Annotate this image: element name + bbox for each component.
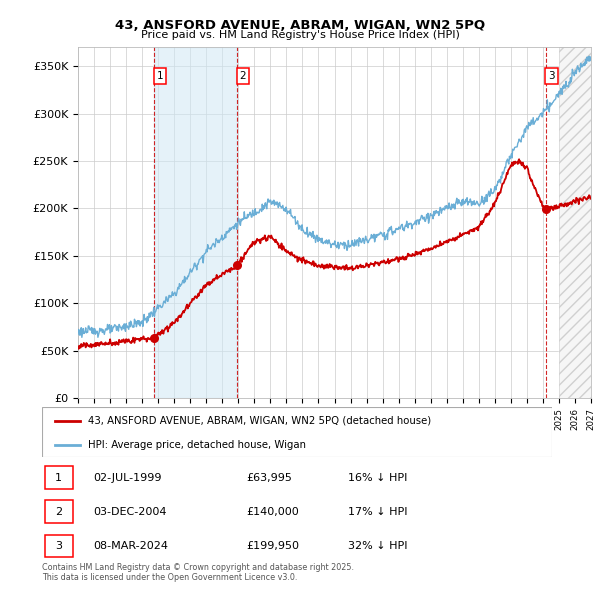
Text: 1: 1 <box>55 473 62 483</box>
Text: Contains HM Land Registry data © Crown copyright and database right 2025.
This d: Contains HM Land Registry data © Crown c… <box>42 563 354 582</box>
Text: 32% ↓ HPI: 32% ↓ HPI <box>348 541 407 551</box>
Text: 17% ↓ HPI: 17% ↓ HPI <box>348 507 407 517</box>
Text: 2: 2 <box>55 507 62 517</box>
Text: 3: 3 <box>55 541 62 551</box>
Text: Price paid vs. HM Land Registry's House Price Index (HPI): Price paid vs. HM Land Registry's House … <box>140 30 460 40</box>
Text: 16% ↓ HPI: 16% ↓ HPI <box>348 473 407 483</box>
Text: £140,000: £140,000 <box>246 507 299 517</box>
Text: 43, ANSFORD AVENUE, ABRAM, WIGAN, WN2 5PQ: 43, ANSFORD AVENUE, ABRAM, WIGAN, WN2 5P… <box>115 19 485 32</box>
Text: 02-JUL-1999: 02-JUL-1999 <box>93 473 161 483</box>
Bar <box>559 47 599 398</box>
Text: £63,995: £63,995 <box>246 473 292 483</box>
FancyBboxPatch shape <box>44 535 73 557</box>
Bar <box>559 47 599 398</box>
Text: £199,950: £199,950 <box>246 541 299 551</box>
FancyBboxPatch shape <box>44 500 73 523</box>
Text: 43, ANSFORD AVENUE, ABRAM, WIGAN, WN2 5PQ (detached house): 43, ANSFORD AVENUE, ABRAM, WIGAN, WN2 5P… <box>88 415 431 425</box>
Text: 08-MAR-2024: 08-MAR-2024 <box>93 541 168 551</box>
Text: HPI: Average price, detached house, Wigan: HPI: Average price, detached house, Wiga… <box>88 440 306 450</box>
Bar <box>154 47 237 398</box>
Text: 1: 1 <box>157 71 163 81</box>
Text: 03-DEC-2004: 03-DEC-2004 <box>93 507 167 517</box>
Text: 2: 2 <box>239 71 246 81</box>
Text: 3: 3 <box>548 71 555 81</box>
FancyBboxPatch shape <box>44 466 73 489</box>
